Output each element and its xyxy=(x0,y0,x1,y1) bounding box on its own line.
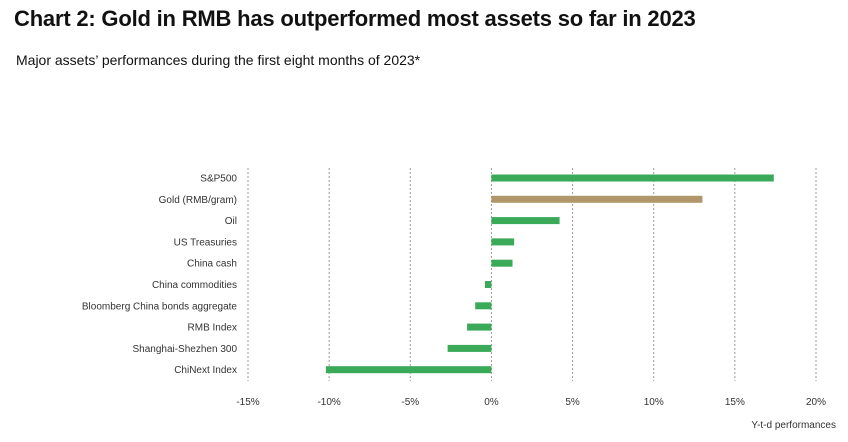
bar xyxy=(447,344,492,352)
category-label: Bloomberg China bonds aggregate xyxy=(82,301,238,312)
category-label: US Treasuries xyxy=(174,237,237,248)
x-tick-label: 20% xyxy=(806,397,826,408)
x-tick-label: -5% xyxy=(401,397,419,408)
bar xyxy=(484,281,492,288)
x-axis-label: Y-t-d performances xyxy=(751,420,836,431)
category-label: ChiNext Index xyxy=(174,365,237,376)
category-label: RMB Index xyxy=(188,323,237,334)
bar xyxy=(491,174,774,182)
x-tick-label: -15% xyxy=(236,397,259,408)
category-label: S&P500 xyxy=(200,174,237,185)
bar xyxy=(325,366,492,374)
x-tick-label: 5% xyxy=(565,397,580,408)
category-label: Shanghai-Shezhen 300 xyxy=(132,344,237,355)
bar xyxy=(491,195,703,203)
x-tick-label: -10% xyxy=(317,397,340,408)
bars xyxy=(325,174,774,374)
category-labels: S&P500 Gold (RMB/gram) Oil US Treasuries Chi… xyxy=(82,174,238,377)
chart-title: Chart 2: Gold in RMB has outperformed mo… xyxy=(14,6,696,31)
chart-subtitle: Major assets’ performances during the fi… xyxy=(16,52,421,68)
x-tick-label: 15% xyxy=(725,397,745,408)
bar xyxy=(467,323,492,331)
category-label: Gold (RMB/gram) xyxy=(159,195,237,206)
x-tick-labels: -15% -10% -5% 0% 5% 10% 15% 20% xyxy=(236,397,826,408)
bar xyxy=(491,259,513,267)
bar xyxy=(491,238,515,246)
x-tick-label: 0% xyxy=(484,397,499,408)
category-label: Oil xyxy=(225,216,237,227)
category-label: China commodities xyxy=(152,280,237,291)
category-label: China cash xyxy=(187,259,237,270)
x-tick-label: 10% xyxy=(644,397,664,408)
bar xyxy=(475,302,492,310)
bar xyxy=(491,217,560,225)
